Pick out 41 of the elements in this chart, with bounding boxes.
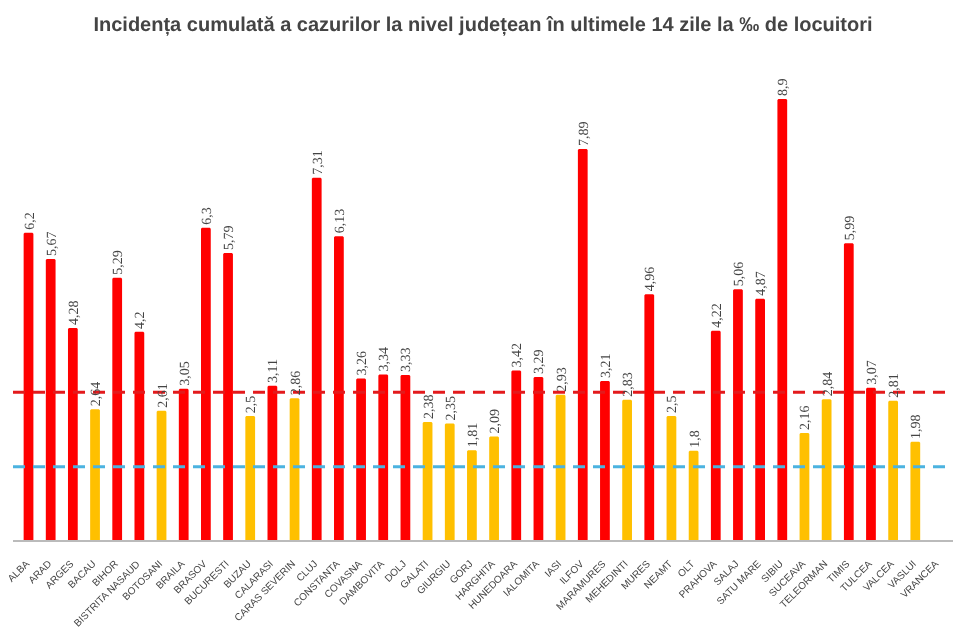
bar [267, 385, 278, 541]
bar [156, 410, 167, 541]
chart-title: Incidența cumulată a cazurilor la nivel județean în ultimele 14 zile la ‰ de locuitori [93, 15, 873, 37]
bar [289, 398, 300, 541]
bar [577, 148, 588, 541]
bar [467, 450, 477, 541]
bar [888, 400, 899, 541]
bar [23, 232, 34, 541]
bar [666, 416, 677, 541]
bar [710, 330, 721, 541]
bar [866, 387, 876, 541]
bar [134, 331, 145, 541]
bar [378, 374, 389, 541]
bar [422, 422, 433, 541]
bar [910, 441, 921, 541]
bar [90, 409, 100, 541]
bar [334, 236, 344, 541]
bar [400, 374, 411, 541]
bar [112, 277, 123, 541]
bar [622, 399, 632, 541]
bar [489, 436, 499, 541]
bar [223, 253, 233, 541]
bar [555, 394, 566, 541]
bar [178, 388, 189, 541]
bar [777, 98, 788, 541]
bar [733, 289, 743, 541]
bar [67, 327, 78, 541]
bar [45, 259, 56, 541]
bar [821, 399, 832, 541]
bar [755, 298, 765, 541]
bar [356, 378, 366, 541]
bar [644, 294, 655, 541]
bar [843, 243, 854, 541]
bar [600, 380, 610, 541]
bar [688, 450, 699, 541]
bar [799, 432, 810, 541]
bar [245, 416, 256, 541]
bar [511, 370, 522, 541]
bar [311, 177, 322, 541]
bar [444, 423, 455, 541]
bar [201, 227, 211, 541]
